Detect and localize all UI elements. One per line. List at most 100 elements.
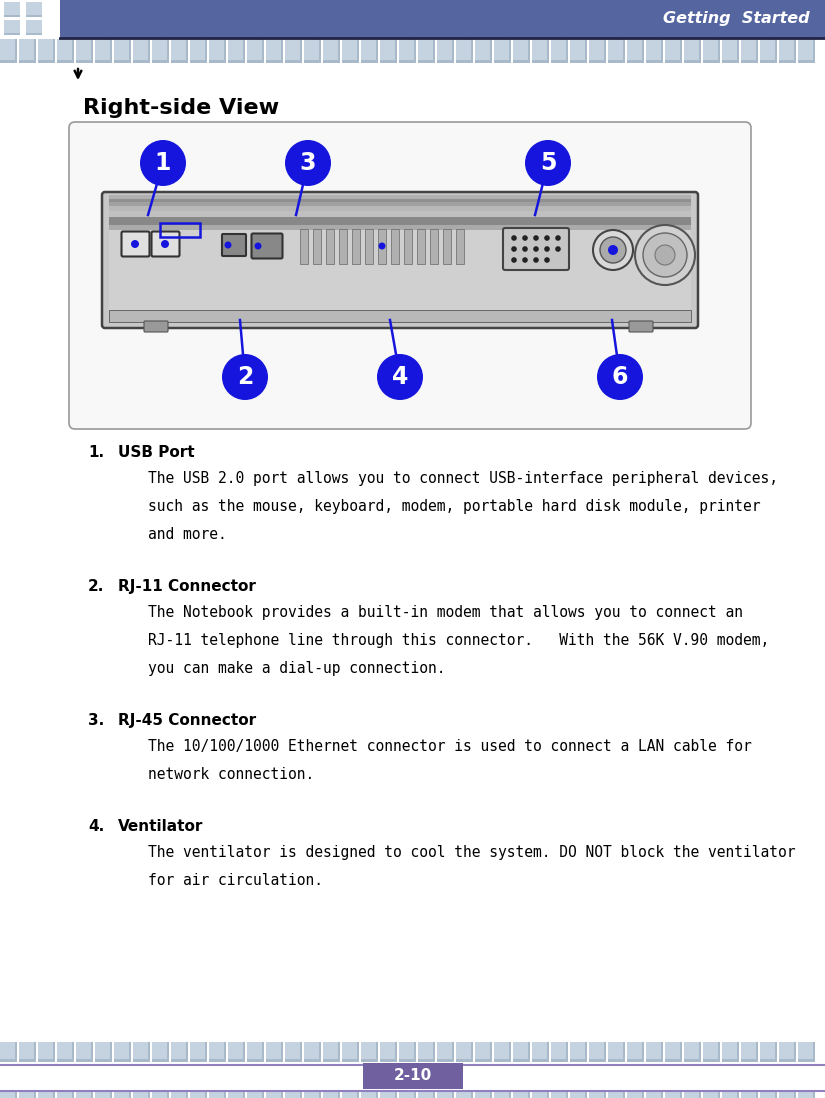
Bar: [319, 1042, 321, 1062]
Bar: [338, 40, 340, 63]
Bar: [323, 1058, 340, 1062]
Bar: [72, 1093, 74, 1098]
Bar: [361, 1093, 378, 1098]
Bar: [471, 1093, 473, 1098]
Text: RJ-11 Connector: RJ-11 Connector: [118, 579, 256, 594]
Bar: [190, 60, 207, 63]
Bar: [380, 1042, 397, 1062]
Bar: [285, 1093, 302, 1098]
Text: The 10/100/1000 Ethernet connector is used to connect a LAN cable for: The 10/100/1000 Ethernet connector is us…: [148, 739, 752, 754]
Bar: [133, 1093, 150, 1098]
Bar: [109, 199, 691, 202]
Bar: [570, 1042, 587, 1062]
Bar: [417, 229, 425, 264]
Bar: [813, 1093, 815, 1098]
Bar: [722, 40, 739, 63]
Bar: [718, 1042, 720, 1062]
Bar: [551, 1093, 568, 1098]
Bar: [224, 40, 226, 63]
Bar: [760, 1042, 777, 1062]
Bar: [566, 40, 568, 63]
Bar: [266, 60, 283, 63]
Bar: [76, 1093, 93, 1098]
Bar: [148, 1042, 150, 1062]
Bar: [414, 40, 416, 63]
Bar: [171, 60, 188, 63]
Bar: [57, 1042, 74, 1062]
Bar: [684, 60, 701, 63]
Bar: [646, 40, 663, 63]
Bar: [779, 1042, 796, 1062]
Bar: [342, 1093, 359, 1098]
Bar: [300, 40, 302, 63]
Bar: [15, 1093, 17, 1098]
Bar: [133, 60, 150, 63]
Bar: [494, 1093, 511, 1098]
Bar: [38, 1093, 55, 1098]
Bar: [304, 40, 321, 63]
Bar: [247, 60, 264, 63]
Bar: [243, 40, 245, 63]
Bar: [741, 1093, 758, 1098]
Bar: [703, 60, 720, 63]
Bar: [209, 1042, 226, 1062]
Circle shape: [525, 141, 571, 186]
Bar: [547, 1042, 549, 1062]
Bar: [665, 60, 682, 63]
Bar: [404, 229, 412, 264]
Bar: [775, 1093, 777, 1098]
Bar: [456, 40, 473, 63]
Bar: [38, 1058, 55, 1062]
Bar: [418, 1058, 435, 1062]
Bar: [152, 40, 169, 63]
Bar: [114, 1042, 131, 1062]
Bar: [604, 40, 606, 63]
Bar: [756, 40, 758, 63]
Circle shape: [161, 240, 169, 248]
Bar: [494, 60, 511, 63]
Bar: [646, 1058, 663, 1062]
Bar: [585, 1042, 587, 1062]
Bar: [190, 1042, 207, 1062]
FancyBboxPatch shape: [102, 192, 698, 328]
Bar: [338, 1042, 340, 1062]
Bar: [418, 60, 435, 63]
Bar: [91, 1042, 93, 1062]
Bar: [4, 2, 20, 16]
Bar: [300, 1093, 302, 1098]
Bar: [26, 2, 42, 16]
Text: 3.: 3.: [88, 713, 104, 728]
Text: 2.: 2.: [88, 579, 105, 594]
Bar: [152, 1093, 169, 1098]
Text: USB Port: USB Port: [118, 445, 195, 460]
Bar: [186, 1093, 188, 1098]
Bar: [528, 40, 530, 63]
Bar: [76, 60, 93, 63]
Text: The ventilator is designed to cool the system. DO NOT block the ventilator: The ventilator is designed to cool the s…: [148, 845, 795, 860]
Bar: [775, 1042, 777, 1062]
Bar: [760, 1093, 777, 1098]
Bar: [26, 20, 42, 35]
Bar: [57, 1093, 74, 1098]
Circle shape: [254, 243, 262, 249]
Bar: [680, 40, 682, 63]
Bar: [779, 40, 796, 63]
Bar: [665, 40, 682, 63]
Bar: [319, 1093, 321, 1098]
Bar: [551, 1042, 568, 1062]
Bar: [513, 1042, 530, 1062]
Bar: [342, 1042, 359, 1062]
Bar: [551, 1058, 568, 1062]
Bar: [357, 1093, 359, 1098]
Bar: [699, 1042, 701, 1062]
Bar: [362, 1063, 463, 1089]
Bar: [109, 206, 691, 211]
Circle shape: [222, 354, 268, 400]
Bar: [129, 1042, 131, 1062]
Bar: [361, 40, 378, 63]
Bar: [509, 1042, 511, 1062]
Circle shape: [522, 246, 528, 251]
Bar: [376, 40, 378, 63]
Bar: [338, 1093, 340, 1098]
Bar: [266, 1058, 283, 1062]
